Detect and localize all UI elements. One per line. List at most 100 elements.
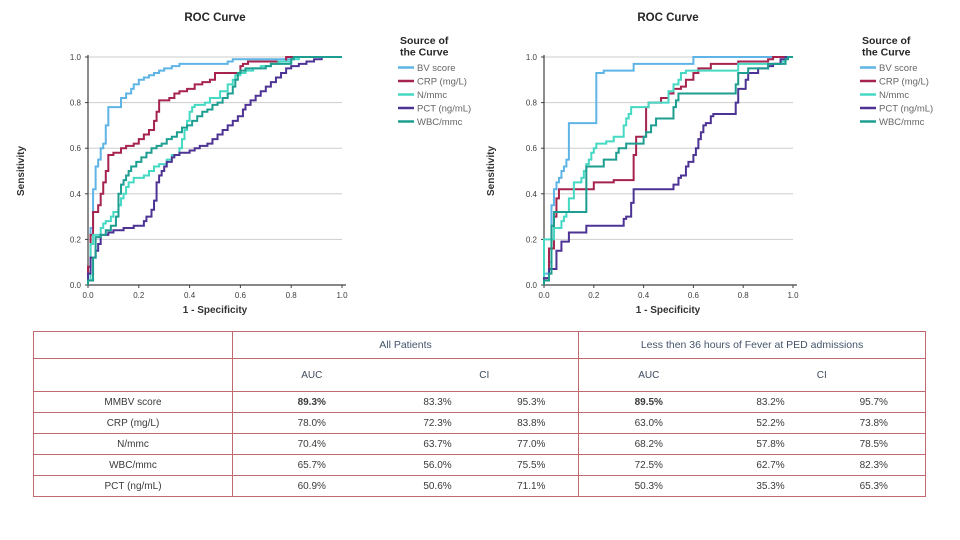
y-tick-label: 0.0: [70, 281, 82, 290]
table-row: MMBV score 89.3% 83.3% 95.3% 89.5% 83.2% 95.7%: [33, 391, 926, 413]
row-label: N/mmc: [33, 433, 233, 455]
y-tick-label: 0.8: [70, 99, 82, 108]
roc-curve-crp-mg-l-: [87, 56, 342, 285]
auc-value: 78.0%: [232, 412, 391, 434]
legend-label: WBC/mmc: [879, 117, 925, 128]
chart-title: ROC Curve: [637, 12, 698, 24]
auc-value: 89.5%: [578, 391, 719, 413]
ci-value: 56.0%: [390, 454, 485, 476]
group-header-under-36h: Less then 36 hours of Fever at PED admis…: [578, 331, 926, 359]
roc-curve-n-mmc: [87, 56, 342, 285]
y-tick-label: 0.4: [526, 190, 538, 199]
ci-value: 83.3%: [390, 391, 485, 413]
row-label: PCT (ng/mL): [33, 475, 233, 497]
sub-header-auc: AUC: [578, 358, 719, 392]
y-tick-label: 0.4: [70, 190, 82, 199]
ci-value: 72.3%: [390, 412, 485, 434]
x-axis-label: 1 - Specificity: [636, 305, 701, 316]
ci-value: 95.7%: [822, 391, 926, 413]
ci-value: 78.5%: [822, 433, 926, 455]
x-tick-label: 0.2: [588, 291, 600, 300]
table-row: CRP (mg/L) 78.0% 72.3% 83.8% 63.0% 52.2% 73.8%: [33, 412, 926, 434]
x-tick-label: 0.6: [688, 291, 700, 300]
ci-value: 73.8%: [822, 412, 926, 434]
ci-value: 62.7%: [718, 454, 823, 476]
x-tick-label: 0.4: [184, 291, 196, 300]
table-row: PCT (ng/mL) 60.9% 50.6% 71.1% 50.3% 35.3% 65.3…: [33, 475, 926, 497]
x-tick-label: 0.0: [538, 291, 550, 300]
row-label: WBC/mmc: [33, 454, 233, 476]
roc-curve-pct-ng-ml-: [87, 56, 342, 285]
x-tick-label: 0.8: [738, 291, 750, 300]
auc-ci-results-table: All Patients Less then 36 hours of Fever …: [33, 331, 927, 497]
legend-label: PCT (ng/mL): [417, 104, 471, 115]
chart-title: ROC Curve: [184, 12, 245, 24]
table-sub-header-row: AUC CI AUC CI: [33, 358, 926, 392]
ci-value: 65.3%: [822, 475, 926, 497]
legend-title: Source of: [400, 35, 449, 47]
roc-curve-bv-score: [543, 56, 793, 285]
ci-value: 63.7%: [390, 433, 485, 455]
x-tick-label: 0.0: [82, 291, 94, 300]
roc-curve-bv-score: [87, 56, 342, 285]
y-axis-label: Sensitivity: [16, 146, 27, 196]
auc-value: 89.3%: [232, 391, 391, 413]
sub-header-ci: CI: [390, 358, 579, 392]
ci-value: 82.3%: [822, 454, 926, 476]
ci-value: 52.2%: [718, 412, 823, 434]
sub-header-ci: CI: [718, 358, 926, 392]
y-tick-label: 1.0: [526, 53, 538, 62]
y-tick-label: 0.2: [70, 235, 82, 244]
y-axis-label: Sensitivity: [486, 146, 497, 196]
ci-value: 50.6%: [390, 475, 485, 497]
y-tick-label: 0.0: [526, 281, 538, 290]
roc-chart-all-patients: ROC Curve 0.0 0.2 0.4 0.6 0.8 1.0 0.0 0.2 0.4 0.6 0…: [16, 12, 471, 316]
legend-label: BV score: [417, 63, 456, 74]
x-tick-label: 1.0: [336, 291, 348, 300]
auc-value: 72.5%: [578, 454, 719, 476]
roc-curve-pct-ng-ml-: [543, 56, 793, 285]
ci-value: 83.2%: [718, 391, 823, 413]
legend-label: N/mmc: [879, 90, 909, 101]
legend-label: WBC/mmc: [417, 117, 463, 128]
group-header-all-patients: All Patients: [231, 331, 579, 359]
y-tick-label: 0.8: [526, 99, 538, 108]
legend-label: BV score: [879, 63, 918, 74]
legend-label: CRP (mg/L): [417, 77, 467, 88]
x-tick-label: 0.2: [133, 291, 145, 300]
roc-chart-under-36h-fever: ROC Curve 0.0 0.2 0.4 0.6 0.8 1.0 0.0 0.2 0.4 0.6 0…: [486, 12, 933, 316]
auc-value: 70.4%: [232, 433, 391, 455]
auc-value: 63.0%: [578, 412, 719, 434]
legend-title: the Curve: [400, 47, 449, 59]
x-tick-label: 0.8: [286, 291, 298, 300]
ci-value: 95.3%: [484, 391, 579, 413]
auc-value: 50.3%: [578, 475, 719, 497]
ci-value: 71.1%: [484, 475, 579, 497]
sub-header-auc: AUC: [232, 358, 391, 392]
auc-value: 60.9%: [232, 475, 391, 497]
roc-curve-wbc-mmc: [87, 56, 342, 285]
y-tick-label: 0.6: [70, 144, 82, 153]
ci-value: 57.8%: [718, 433, 823, 455]
x-tick-label: 1.0: [787, 291, 799, 300]
legend-title: Source of: [862, 35, 911, 47]
legend-label: PCT (ng/mL): [879, 104, 933, 115]
roc-curve-wbc-mmc: [543, 56, 793, 285]
x-tick-label: 0.6: [235, 291, 247, 300]
ci-value: 35.3%: [718, 475, 823, 497]
table-row: WBC/mmc 65.7% 56.0% 75.5% 72.5% 62.7% 82.3%: [33, 454, 926, 476]
table-group-header-row: All Patients Less then 36 hours of Fever …: [33, 331, 926, 359]
row-label: MMBV score: [33, 391, 233, 413]
legend-label: N/mmc: [417, 90, 447, 101]
corner-cell: [33, 358, 233, 392]
x-tick-label: 0.4: [638, 291, 650, 300]
ci-value: 83.8%: [484, 412, 579, 434]
ci-value: 77.0%: [484, 433, 579, 455]
roc-curve-n-mmc: [543, 56, 793, 285]
y-tick-label: 1.0: [70, 53, 82, 62]
corner-cell: [33, 331, 233, 359]
auc-value: 68.2%: [578, 433, 719, 455]
ci-value: 75.5%: [484, 454, 579, 476]
y-tick-label: 0.6: [526, 144, 538, 153]
